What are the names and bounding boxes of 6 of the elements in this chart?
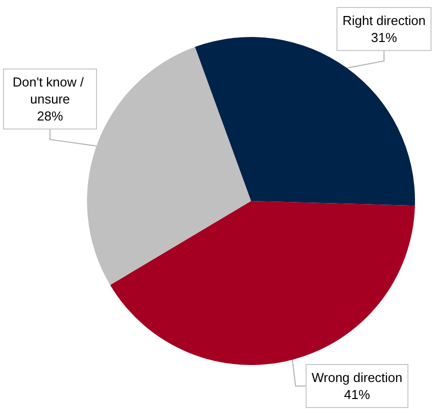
slice-label: Don't know / unsure bbox=[12, 74, 88, 106]
data-label: 28% bbox=[36, 108, 64, 124]
slice-label: Wrong direction bbox=[312, 370, 402, 385]
data-label: 41% bbox=[344, 387, 370, 402]
slice-label: Right direction bbox=[342, 13, 426, 28]
data-label: 31% bbox=[370, 30, 398, 45]
